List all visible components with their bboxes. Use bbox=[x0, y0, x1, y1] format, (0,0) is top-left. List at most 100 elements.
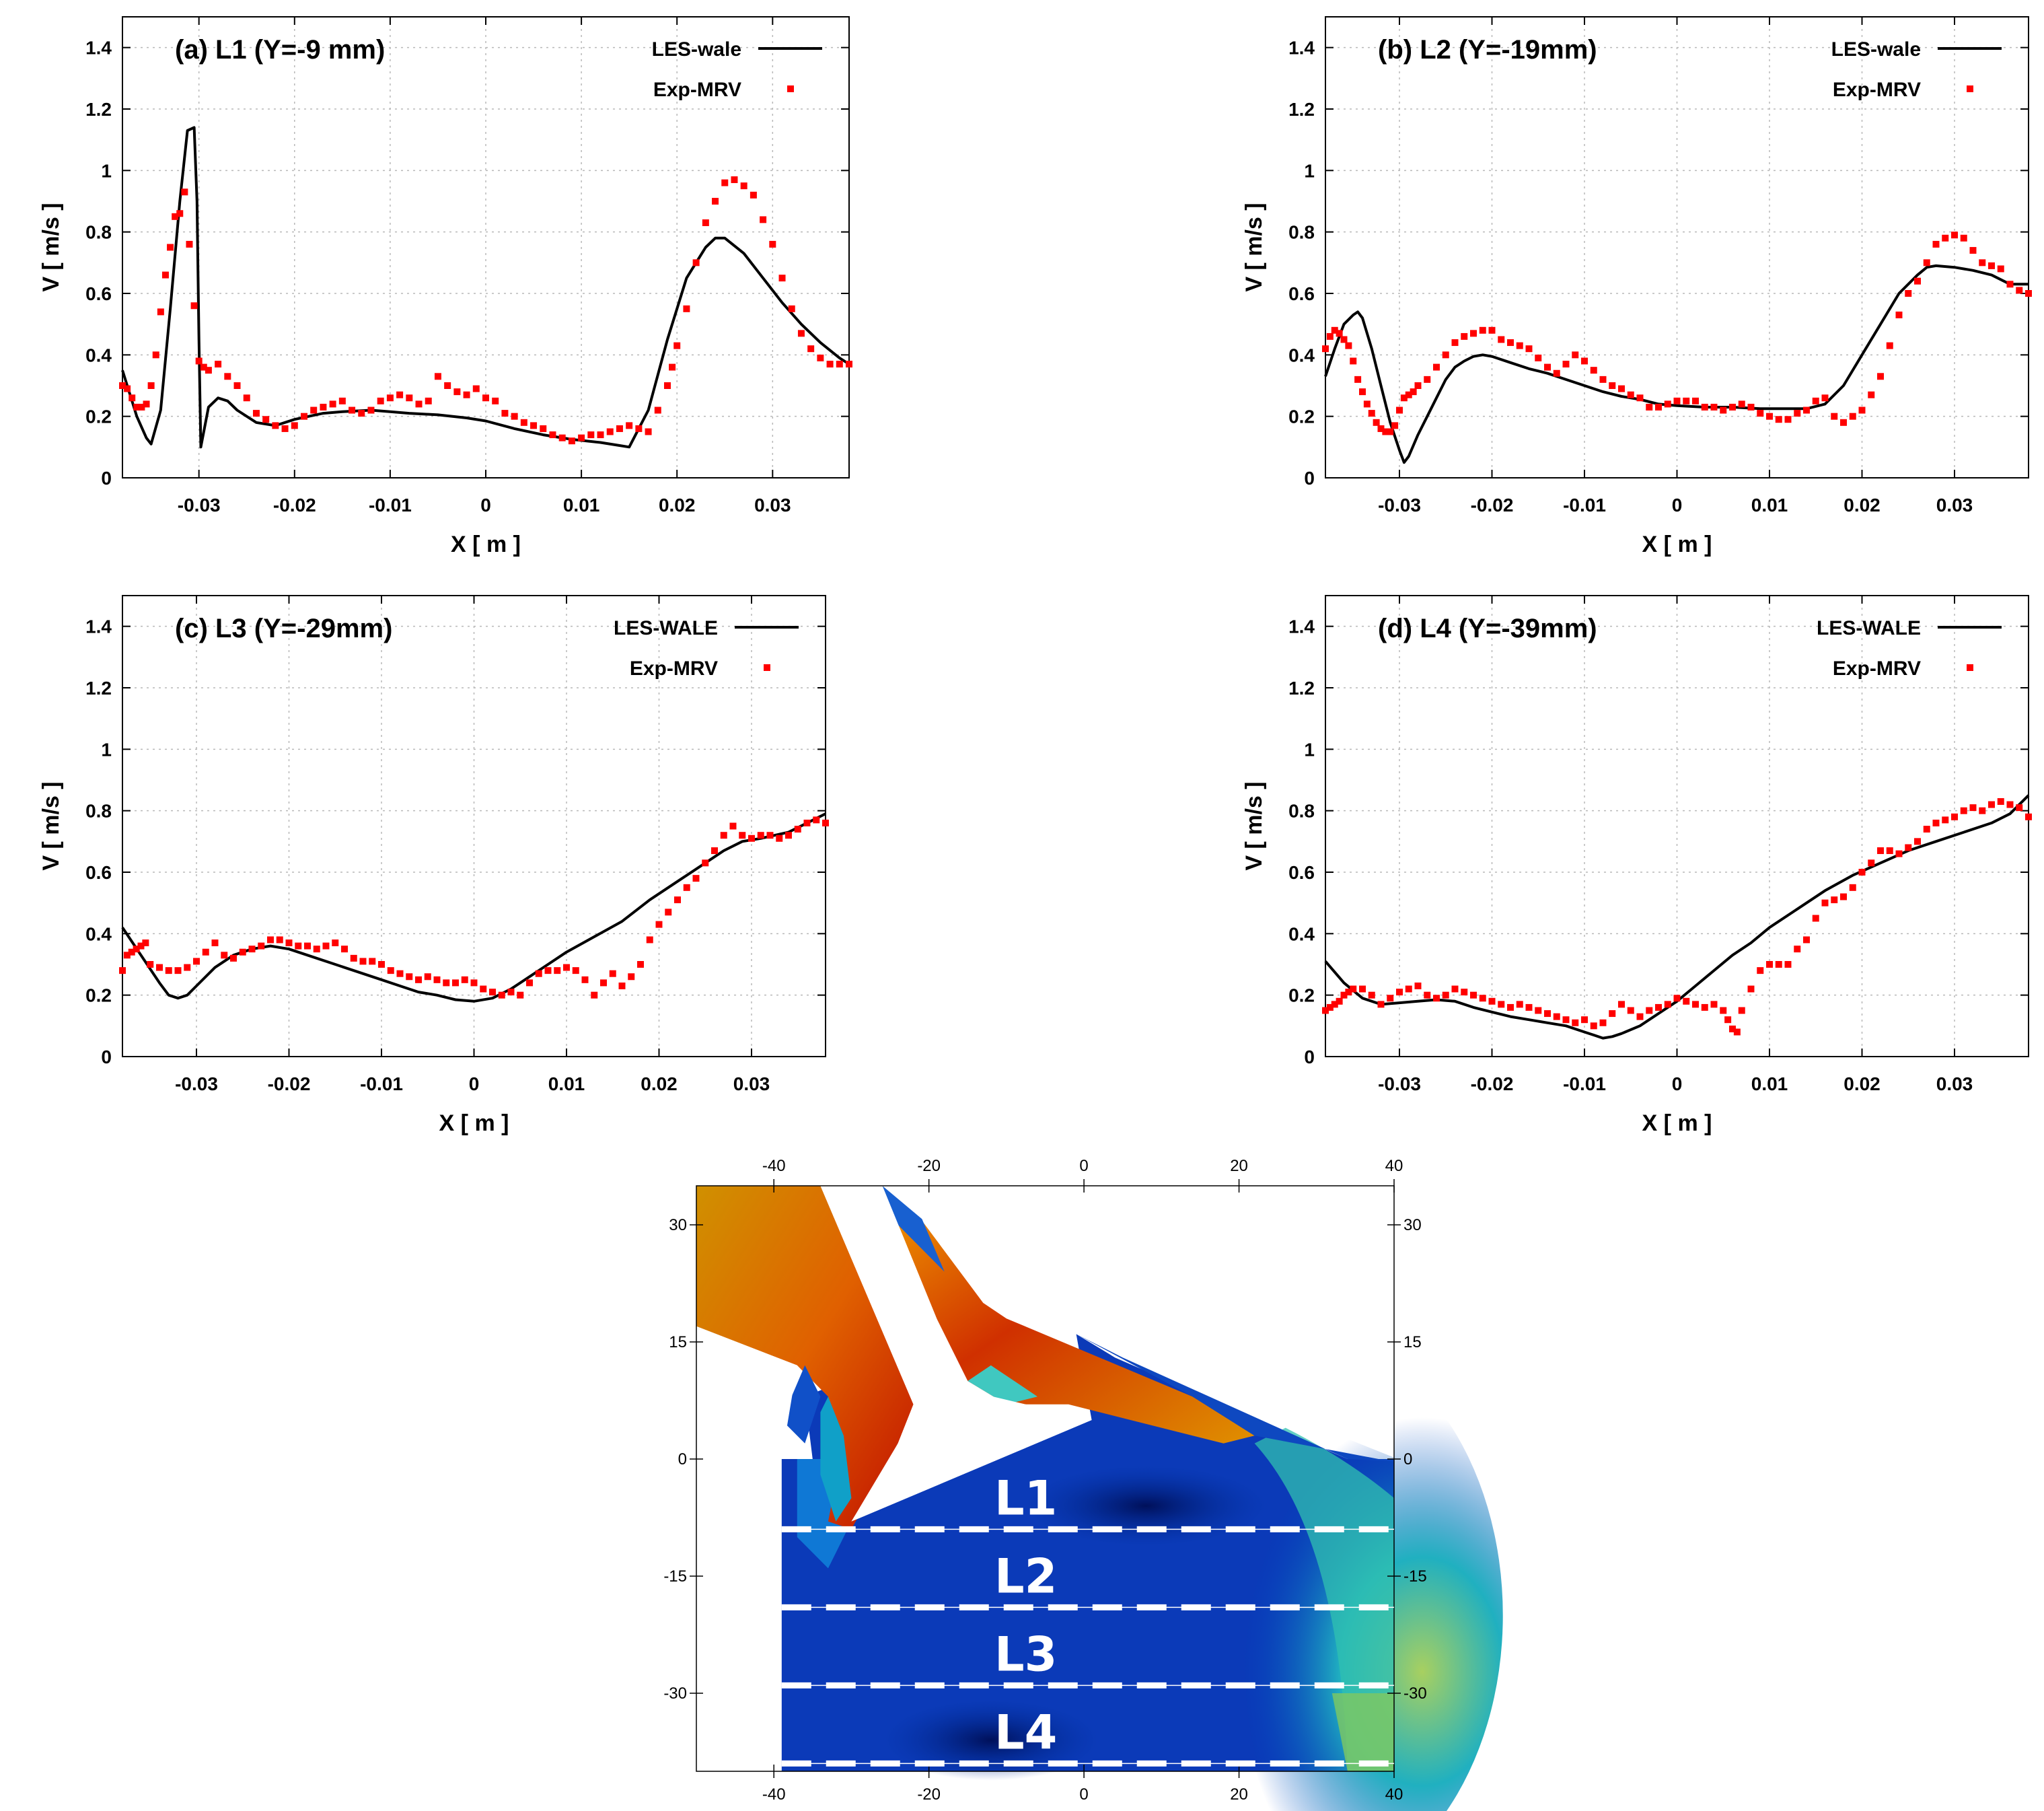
panel-b-ylabel: V [ m/s ] bbox=[1241, 203, 1267, 291]
panel-a-data-point bbox=[262, 416, 270, 423]
panel-d-data-point bbox=[1720, 1007, 1727, 1014]
panel-c-title: (c) L3 (Y=-29mm) bbox=[175, 614, 392, 643]
panel-b-data-point bbox=[1683, 397, 1690, 404]
chart-panel-c: -0.03 -0.02 -0.01 0 0.01 0.02 0.03 0 0.2 0.4 0.6 0.… bbox=[38, 595, 829, 1136]
panel-a-data-point bbox=[721, 179, 729, 186]
panel-b-data-point bbox=[1886, 342, 1893, 349]
panel-a-data-point bbox=[731, 176, 738, 184]
panel-b-data-point bbox=[1766, 413, 1773, 420]
panel-c-data-point bbox=[618, 982, 626, 989]
cfd-xtick-label-top-0: -40 bbox=[762, 1157, 786, 1175]
panel-c-data-point bbox=[341, 946, 348, 953]
panel-d-data-point bbox=[1414, 982, 1422, 989]
panel-b-data-point bbox=[1775, 416, 1782, 423]
panel-b-data-point bbox=[1979, 259, 1986, 267]
panel-b-ytick-label-1: 0.2 bbox=[1288, 406, 1315, 427]
panel-a-ytick-label-5: 1 bbox=[101, 160, 112, 181]
panel-d-data-point bbox=[2016, 804, 2023, 812]
panel-c-data-point bbox=[304, 942, 311, 950]
panel-c-legend-swatch-1 bbox=[764, 664, 770, 671]
panel-b-data-point bbox=[1516, 342, 1523, 349]
panel-d-data-point bbox=[1387, 995, 1394, 1002]
panel-a-legend-label-0: LES-wale bbox=[652, 38, 741, 61]
panel-c-data-point bbox=[433, 976, 441, 983]
panel-b-data-point bbox=[1424, 376, 1431, 383]
panel-d-data-point bbox=[1516, 1001, 1523, 1008]
panel-c-data-point bbox=[591, 991, 598, 999]
panel-d-data-point bbox=[1433, 995, 1440, 1002]
panel-b-data-point bbox=[1507, 339, 1514, 347]
panel-a-title: (a) L1 (Y=-9 mm) bbox=[175, 35, 385, 65]
panel-a-data-point bbox=[133, 403, 141, 411]
panel-b-data-point bbox=[1382, 428, 1389, 435]
panel-d-legend-swatch-1 bbox=[1967, 664, 1973, 671]
panel-b-data-point bbox=[1544, 363, 1551, 371]
panel-c-data-point bbox=[359, 958, 367, 965]
panel-d-data-point bbox=[1747, 985, 1755, 993]
panel-d-data-point bbox=[1969, 804, 1977, 812]
panel-d-data-point bbox=[1340, 991, 1348, 999]
panel-a-data-point bbox=[425, 397, 432, 404]
panel-c-xtick-label-2: -0.01 bbox=[360, 1073, 403, 1094]
panel-b-data-point bbox=[1905, 290, 1912, 297]
panel-a-data-point bbox=[358, 410, 365, 417]
panel-b-data-point bbox=[1701, 403, 1708, 411]
panel-d-data-point bbox=[1535, 1007, 1542, 1014]
panel-c-data-point bbox=[193, 958, 200, 965]
panel-c-data-point bbox=[276, 936, 283, 944]
panel-d-data-point bbox=[1724, 1016, 1732, 1024]
panel-b-data-point bbox=[1373, 419, 1380, 426]
panel-c-data-point bbox=[230, 954, 237, 962]
panel-d-data-point bbox=[1544, 1010, 1551, 1018]
panel-b-data-point bbox=[1618, 385, 1625, 392]
panel-a-data-point bbox=[147, 382, 155, 389]
panel-a-data-point bbox=[186, 240, 193, 248]
panel-a-data-point bbox=[654, 406, 661, 414]
panel-d-ytick-label-7: 1.4 bbox=[1288, 616, 1315, 637]
panel-d-data-point bbox=[1618, 1001, 1625, 1008]
panel-c-data-point bbox=[424, 973, 431, 981]
panel-a-data-point bbox=[530, 422, 538, 429]
panel-a-data-point bbox=[119, 382, 126, 389]
panel-b-data-point bbox=[1581, 357, 1588, 365]
cfd-velocity-contour: -40 -40 -20 -20 0 0 20 20 40 40 30 30 15 15 0 0 -15 -15 -3… bbox=[663, 1157, 1503, 1811]
panel-c-data-point bbox=[692, 875, 700, 882]
panel-a-data-point bbox=[606, 428, 614, 435]
panel-b-ytick-label-3: 0.6 bbox=[1288, 283, 1315, 304]
panel-a-data-point bbox=[152, 351, 159, 359]
panel-c-xtick-label-4: 0.01 bbox=[548, 1073, 585, 1094]
panel-c-data-point bbox=[646, 936, 653, 944]
panel-a-data-point bbox=[329, 400, 336, 408]
panel-b-data-point bbox=[1877, 373, 1884, 380]
panel-a-data-point bbox=[836, 361, 843, 368]
panel-d-data-point bbox=[1710, 1001, 1718, 1008]
panel-c-data-point bbox=[489, 989, 496, 996]
panel-c-data-point bbox=[572, 967, 579, 974]
panel-d-data-point bbox=[1609, 1010, 1616, 1018]
panel-c-ytick-label-6: 1.2 bbox=[85, 678, 112, 699]
cfd-ytick-label-left-2: 0 bbox=[678, 1450, 687, 1468]
panel-d-data-point bbox=[1692, 1001, 1699, 1008]
panel-c-data-point bbox=[369, 958, 376, 965]
panel-d-data-point bbox=[1336, 997, 1343, 1005]
cfd-frame bbox=[696, 1185, 1395, 1772]
panel-b-data-point bbox=[1609, 382, 1616, 389]
panel-c-ylabel: V [ m/s ] bbox=[38, 781, 64, 870]
panel-b-data-point bbox=[1673, 397, 1681, 404]
cfd-xtick-label-bottom-4: 40 bbox=[1385, 1785, 1403, 1804]
panel-a-data-point bbox=[807, 345, 815, 353]
cfd-ytick-label-right-4: -30 bbox=[1403, 1684, 1427, 1703]
panel-d-ylabel: V [ m/s ] bbox=[1241, 781, 1267, 870]
panel-b-data-point bbox=[1442, 351, 1449, 359]
panel-d-ytick-label-0: 0 bbox=[1304, 1046, 1315, 1067]
panel-c-data-point bbox=[147, 961, 154, 968]
panel-d-legend-label-0: LES-WALE bbox=[1817, 617, 1921, 639]
panel-a-data-point bbox=[215, 361, 222, 368]
panel-a-data-point bbox=[367, 406, 375, 414]
panel-a-data-point bbox=[190, 302, 198, 310]
panel-d-data-point bbox=[1572, 1019, 1579, 1026]
panel-c-data-point bbox=[137, 942, 145, 950]
panel-d-ytick-label-5: 1 bbox=[1304, 739, 1315, 760]
panel-b-data-point bbox=[1821, 394, 1829, 402]
